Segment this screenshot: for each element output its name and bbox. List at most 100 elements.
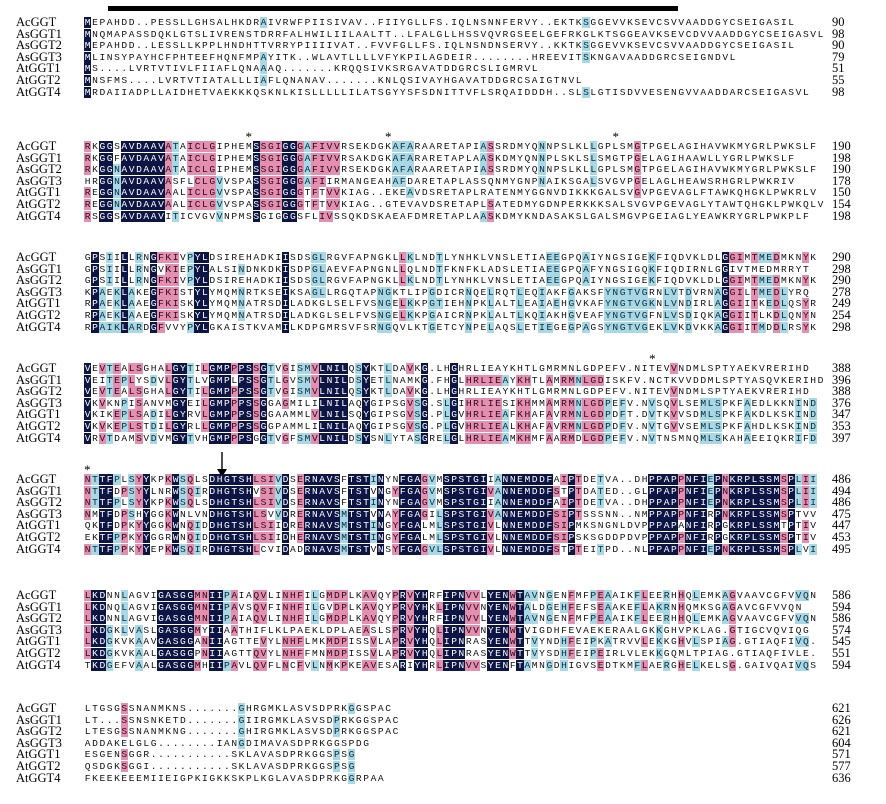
residue-position: 249 (832, 296, 851, 311)
sequence-name: AcGGT (16, 139, 57, 153)
residue-position: 347 (832, 407, 851, 422)
sequence-name: AtGGT2 (16, 759, 61, 773)
sequence-name: AsGGT2 (16, 384, 62, 399)
residue-position: 397 (832, 430, 851, 445)
sequence-row: AsGGT1 L T... S S N S N K E T D....... G I I R G M K L A S V S D… (0, 712, 886, 727)
sequence-name: AcGGT (16, 250, 57, 264)
residue-position: 298 (832, 261, 851, 276)
sequence-row: AcGGT N T T F P L S Y Y K P K W S Q L S D H G T S H L S I V D S E R N A V S… (0, 472, 886, 486)
sequence-row: AsGGT3 A D D A K E L G L G........ I A N G D I M A V A S D P R K G… (0, 735, 886, 750)
sequence-name: AtGGT2 (16, 419, 61, 433)
residue-position: 98 (832, 26, 845, 41)
sequence-name: AtGGT4 (16, 430, 61, 445)
sequence-name: AsGGT3 (16, 49, 62, 64)
sequence-name: AtGGT1 (16, 407, 61, 422)
sequence-name: AtGGT1 (16, 296, 61, 311)
residue-position: 571 (832, 747, 851, 762)
sequence-row: AtGGT2 Q S D G K S G G I........... S K L A V A S D P R K G G S… (0, 759, 886, 773)
sequence-row: AtGGT4 F K E E K E E E M I I E I G P K I G K K S K P L K G L A V A S D P R… (0, 770, 886, 785)
sequence-row: AtGGT2 E K T F P P K Y Y G G R W N Q I D D H G T S H L S I I D H E R N A V… (0, 530, 886, 544)
residue-position: 494 (832, 483, 851, 498)
sequence-name: AtGGT4 (16, 208, 61, 223)
glycosylation-site-marker: * (245, 129, 252, 144)
sequence-row: AsGGT1 L K D N Q L A G V I G A S G G M N I I P A V S Q V F I N H F I L G V… (0, 599, 886, 614)
sequence-row: AtGGT1 V K I K E P L S A D I L G Y R V L G M P P P S S G G A A M M L V L N… (0, 407, 886, 422)
sequence-row: AtGGT2 M N S F M S.... L V R T V T I A T A L L L I A F L Q N A N A V.… (0, 73, 886, 87)
sequence-name: AtGGT2 (16, 73, 61, 87)
sequence-row: AsGGT1 M N Q M A P A S S D Q K L G T S L I V R E N S T D R R F A L H W I L… (0, 26, 886, 41)
sequence-row: AtGGT1 L K D G K V K A A V G A S G G A N I I A G T T E V Y L N H F L M K M… (0, 634, 886, 649)
sequence-row: AcGGT G P S I I L L R N G F K I V P Y L D S I R E H A D K I I S D S G L R G… (0, 250, 886, 264)
residue-position: 626 (832, 712, 851, 727)
sequence-name: AsGGT3 (16, 173, 62, 188)
sequence-name: AsGGT2 (16, 495, 62, 510)
sequence-name: AcGGT (16, 15, 57, 29)
residue-position: 353 (832, 419, 851, 433)
sequence-row: AsGGT2 L K D N N L A G V I G A S G G M N I I P A I A Q V L I N H F I L G M… (0, 612, 886, 625)
sequence-name: AtGGT4 (16, 541, 61, 556)
sequence-name: AcGGT (16, 472, 57, 486)
sequence-row: AsGGT2 V E V T E A L S G H A L G Y T I L G M P P P S S G T V G I S M V L N… (0, 384, 886, 399)
sequence-row: AtGGT4 R S G G S A V D A A V I T I C V G V V N P M S S G I G G G S F L I V… (0, 208, 886, 223)
residue-position: 190 (832, 162, 851, 177)
sequence-name: AtGGT4 (16, 770, 61, 785)
sequence-name: AtGGT1 (16, 634, 61, 649)
sequence-row: AtGGT1 R P A E K L A A E G F K I S K Y L Y M Q M N A T R S D I L A D K G L… (0, 296, 886, 311)
sequence-row: AcGGT M E P A H D D.. P E S S L L G H S A L H K D R A I V R W F P I I S I… (0, 15, 886, 29)
sequence-name: AtGGT4 (16, 657, 61, 672)
residue-position: 577 (832, 759, 851, 773)
residue-position: 278 (832, 284, 851, 299)
sequence-name: AsGGT1 (16, 150, 62, 165)
sequence-row: AsGGT1 R K G G F A V D A A V A T A I C L G I P H E M S S G I G G G A F I V… (0, 150, 886, 165)
residue-position: 51 (832, 61, 845, 76)
sequence-row: AsGGT3 K P A E K L A K E G F K I S T Y L Y M Q M N R T K S E I K S A G L L… (0, 284, 886, 299)
residue-position: 396 (832, 372, 851, 387)
residue-position: 594 (832, 599, 851, 614)
sequence-row: AcGGT L T G S G S S N A N M K N S....... G H R G M K L A S V S D P R… (0, 702, 886, 715)
sequence-name: AtGGT2 (16, 530, 61, 544)
sequence-row: AsGGT3 V K V K N P I S A N V M G Y E I L G M P P P S S G G A G M I L I L N… (0, 395, 886, 410)
sequence-name: AtGGT4 (16, 84, 61, 99)
sequence-row: AsGGT1 V E I T E P L Y S D V L G Y T L V G M P L P S S G T L G V S M V L N… (0, 372, 886, 387)
signal-peptide-bar (108, 6, 678, 11)
sequence-name: AsGGT1 (16, 372, 62, 387)
sequence-row: AsGGT3 M L I N S Y P A Y H C F P H T E E F H Q N F M P A Y I T K.. W L A… (0, 49, 886, 64)
sequence-name: AsGGT1 (16, 712, 62, 727)
residue-position: 388 (832, 384, 851, 399)
sequence-row: AtGGT2 L K D G K V K A A L G A S G G P N I I A G T T Q V Y L N H F F M N M… (0, 647, 886, 660)
residue-position: 198 (832, 150, 851, 165)
sequence-name: AtGGT4 (16, 319, 61, 334)
sequence-row: AsGGT1 N T T F D P S Y Y L N R W S Q I R D H G T S H V S I V D S E R N A V… (0, 483, 886, 498)
sequence-name: AtGGT2 (16, 308, 61, 322)
residue-position: 254 (832, 308, 851, 322)
sequence-name: AsGGT3 (16, 735, 62, 750)
residue-position: 154 (832, 197, 851, 211)
sequence-row: AtGGT1 M S.... L V R T V T I V L F I I A F L Q N A A A Q.......… (0, 61, 886, 76)
sequence-row: AtGGT1 Q K T F D P K Y Y G G K W N Q I D D H G T S H L S I I D R E R N A V… (0, 519, 886, 532)
residue-position: 178 (832, 173, 851, 188)
sequence-row: AtGGT4 R P A I K L A R D G F V V Y P Y L G K A I S T K V A M I L K D P G M… (0, 319, 886, 334)
sequence-name: AsGGT1 (16, 599, 62, 614)
sequence-row: AtGGT4 N T T F P P K Y Y E P K W S Q I R D H G T S H L C V I D A D R N A V… (0, 541, 886, 556)
residue-position: 376 (832, 395, 851, 410)
